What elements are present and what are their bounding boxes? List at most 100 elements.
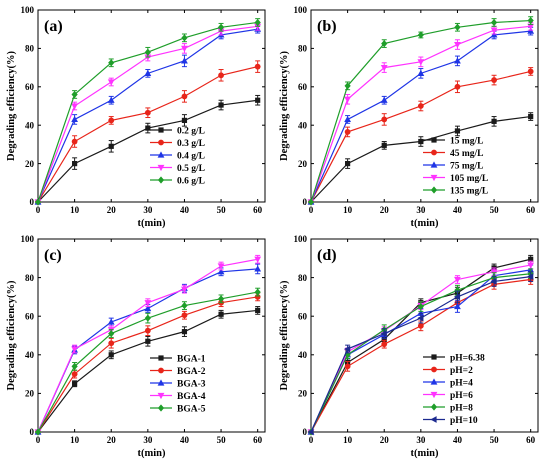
legend-marker <box>158 127 164 133</box>
x-tick-label: 50 <box>490 435 500 445</box>
data-point <box>381 336 387 342</box>
data-point <box>417 302 424 311</box>
x-tick-label: 60 <box>253 205 263 215</box>
plot-frame <box>310 238 539 433</box>
y-tick-label: 100 <box>21 234 35 244</box>
x-tick-label: 30 <box>143 435 153 445</box>
x-tick-label: 60 <box>526 435 536 445</box>
data-point <box>454 23 461 31</box>
legend-entry: BGA-4 <box>177 392 206 402</box>
data-point <box>344 96 352 103</box>
legend-entry: 0.3 g/L <box>177 139 205 149</box>
data-point <box>454 41 461 49</box>
x-tick-label: 0 <box>36 205 41 215</box>
legend-marker <box>157 164 165 172</box>
series-135-mg-L <box>307 16 534 206</box>
x-tick-label: 0 <box>309 435 314 445</box>
data-point <box>144 300 152 307</box>
data-point <box>417 69 425 76</box>
y-tick-label: 0 <box>303 427 308 437</box>
data-point <box>454 302 461 310</box>
legend-entry: 0.5 g/L <box>177 164 205 174</box>
data-point <box>381 341 388 348</box>
series-pH=10 <box>307 271 534 436</box>
data-point <box>344 82 351 90</box>
legend-marker <box>430 186 438 194</box>
data-point <box>254 265 262 272</box>
y-tick-label: 0 <box>30 427 35 437</box>
y-axis-label: Degrading efficiency(%) <box>6 51 17 161</box>
series-pH=4 <box>307 264 535 435</box>
data-point <box>417 322 424 329</box>
data-point <box>380 96 388 103</box>
y-tick-label: 40 <box>25 350 35 360</box>
y-tick-label: 100 <box>294 234 308 244</box>
legend-entry: pH=6.38 <box>450 353 485 363</box>
data-point <box>254 288 261 296</box>
series-line <box>310 273 531 433</box>
legend: 15 mg/L 45 mg/L 75 mg/L 105 mg/L 135 mg/L <box>423 136 488 196</box>
data-point <box>454 83 461 90</box>
x-tick-label: 20 <box>380 205 390 215</box>
legend-marker <box>158 367 164 374</box>
data-point <box>417 314 424 322</box>
legend-marker <box>430 161 438 168</box>
data-point <box>345 161 351 167</box>
x-tick-label: 40 <box>180 435 190 445</box>
data-point <box>217 295 225 303</box>
legend-entry: 105 mg/L <box>450 174 488 184</box>
x-tick-label: 40 <box>180 205 190 215</box>
data-point <box>417 59 425 66</box>
data-point <box>181 286 188 293</box>
x-tick-label: 20 <box>107 435 117 445</box>
series-105-mg-L <box>307 21 535 206</box>
x-tick-label: 60 <box>526 205 536 215</box>
legend-marker <box>157 176 165 184</box>
x-axis-label: t(min) <box>411 218 439 229</box>
legend: BGA-1 BGA-2 BGA-3 BGA-4 BGA-5 <box>150 354 206 414</box>
data-point <box>527 23 535 30</box>
panel-label: (d) <box>317 247 337 264</box>
data-point <box>307 198 315 206</box>
legend-marker <box>157 404 165 412</box>
data-point <box>71 90 78 99</box>
data-point <box>181 93 188 100</box>
y-tick-label: 20 <box>298 389 308 399</box>
y-tick-label: 40 <box>25 120 35 130</box>
series-line <box>310 258 531 433</box>
data-point <box>217 263 225 270</box>
x-tick-label: 20 <box>380 435 390 445</box>
y-tick-label: 60 <box>25 82 35 92</box>
data-point <box>181 57 188 64</box>
x-tick-label: 10 <box>343 435 353 445</box>
y-tick-label: 100 <box>294 5 308 15</box>
x-tick-label: 60 <box>253 435 263 445</box>
data-point <box>145 338 151 344</box>
data-point <box>344 345 351 353</box>
data-point <box>71 362 78 370</box>
data-point <box>71 371 78 377</box>
legend: 0.2 g/L 0.3 g/L 0.4 g/L 0.5 g/L 0.6 g/L <box>150 126 205 186</box>
x-tick-label: 10 <box>70 435 80 445</box>
data-point <box>454 57 461 64</box>
x-tick-label: 20 <box>107 205 117 215</box>
y-tick-label: 0 <box>30 197 35 207</box>
x-tick-label: 40 <box>453 435 463 445</box>
legend-marker <box>157 379 165 386</box>
data-point <box>145 125 151 131</box>
panel-label: (c) <box>44 247 62 264</box>
legend-entry: 0.6 g/L <box>177 176 205 186</box>
data-point <box>71 103 79 110</box>
data-point <box>381 40 388 48</box>
legend-entry: 45 mg/L <box>450 149 484 159</box>
data-point <box>181 45 188 52</box>
data-point <box>34 198 42 206</box>
x-tick-label: 0 <box>36 435 41 445</box>
data-point <box>107 79 115 86</box>
legend-marker <box>158 139 164 146</box>
y-tick-label: 80 <box>25 273 35 283</box>
data-point <box>454 276 461 284</box>
data-point <box>181 312 188 319</box>
data-point <box>108 117 115 124</box>
data-point <box>72 381 78 387</box>
